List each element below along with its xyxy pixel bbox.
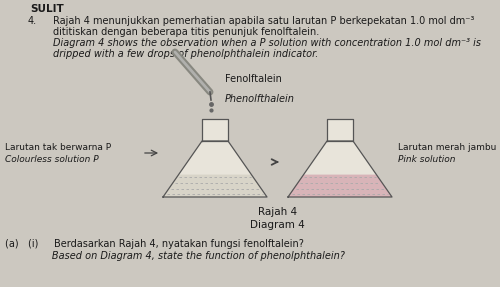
Polygon shape bbox=[202, 119, 228, 141]
Text: Larutan tak berwarna P: Larutan tak berwarna P bbox=[5, 143, 111, 152]
Polygon shape bbox=[163, 174, 267, 197]
Text: dititiskan dengan beberapa titis penunjuk fenolftalein.: dititiskan dengan beberapa titis penunju… bbox=[53, 27, 320, 37]
Text: Fenolftalein: Fenolftalein bbox=[225, 74, 282, 84]
Text: dripped with a few drops of phenolphthalein indicator.: dripped with a few drops of phenolphthal… bbox=[53, 49, 318, 59]
Polygon shape bbox=[163, 141, 267, 197]
Text: Diagram 4: Diagram 4 bbox=[250, 220, 305, 230]
Text: Diagram 4 shows the observation when a P solution with concentration 1.0 mol dm⁻: Diagram 4 shows the observation when a P… bbox=[53, 38, 481, 48]
Polygon shape bbox=[327, 119, 353, 141]
Polygon shape bbox=[288, 141, 392, 197]
Text: Pink solution: Pink solution bbox=[398, 154, 456, 164]
Text: 4.: 4. bbox=[28, 16, 37, 26]
Text: SULIT: SULIT bbox=[30, 4, 64, 14]
Text: (a)   (i)     Berdasarkan Rajah 4, nyatakan fungsi fenolftalein?: (a) (i) Berdasarkan Rajah 4, nyatakan fu… bbox=[5, 239, 304, 249]
Text: Based on Diagram 4, state the function of phenolphthalein?: Based on Diagram 4, state the function o… bbox=[5, 251, 345, 261]
Text: Larutan merah jambu: Larutan merah jambu bbox=[398, 143, 496, 152]
Text: Colourless solution P: Colourless solution P bbox=[5, 154, 98, 164]
Text: Rajah 4: Rajah 4 bbox=[258, 207, 297, 217]
Polygon shape bbox=[288, 174, 392, 197]
Text: Phenolfthalein: Phenolfthalein bbox=[225, 94, 295, 104]
Text: Rajah 4 menunjukkan pemerhatian apabila satu larutan P berkepekatan 1.0 mol dm⁻³: Rajah 4 menunjukkan pemerhatian apabila … bbox=[53, 16, 474, 26]
